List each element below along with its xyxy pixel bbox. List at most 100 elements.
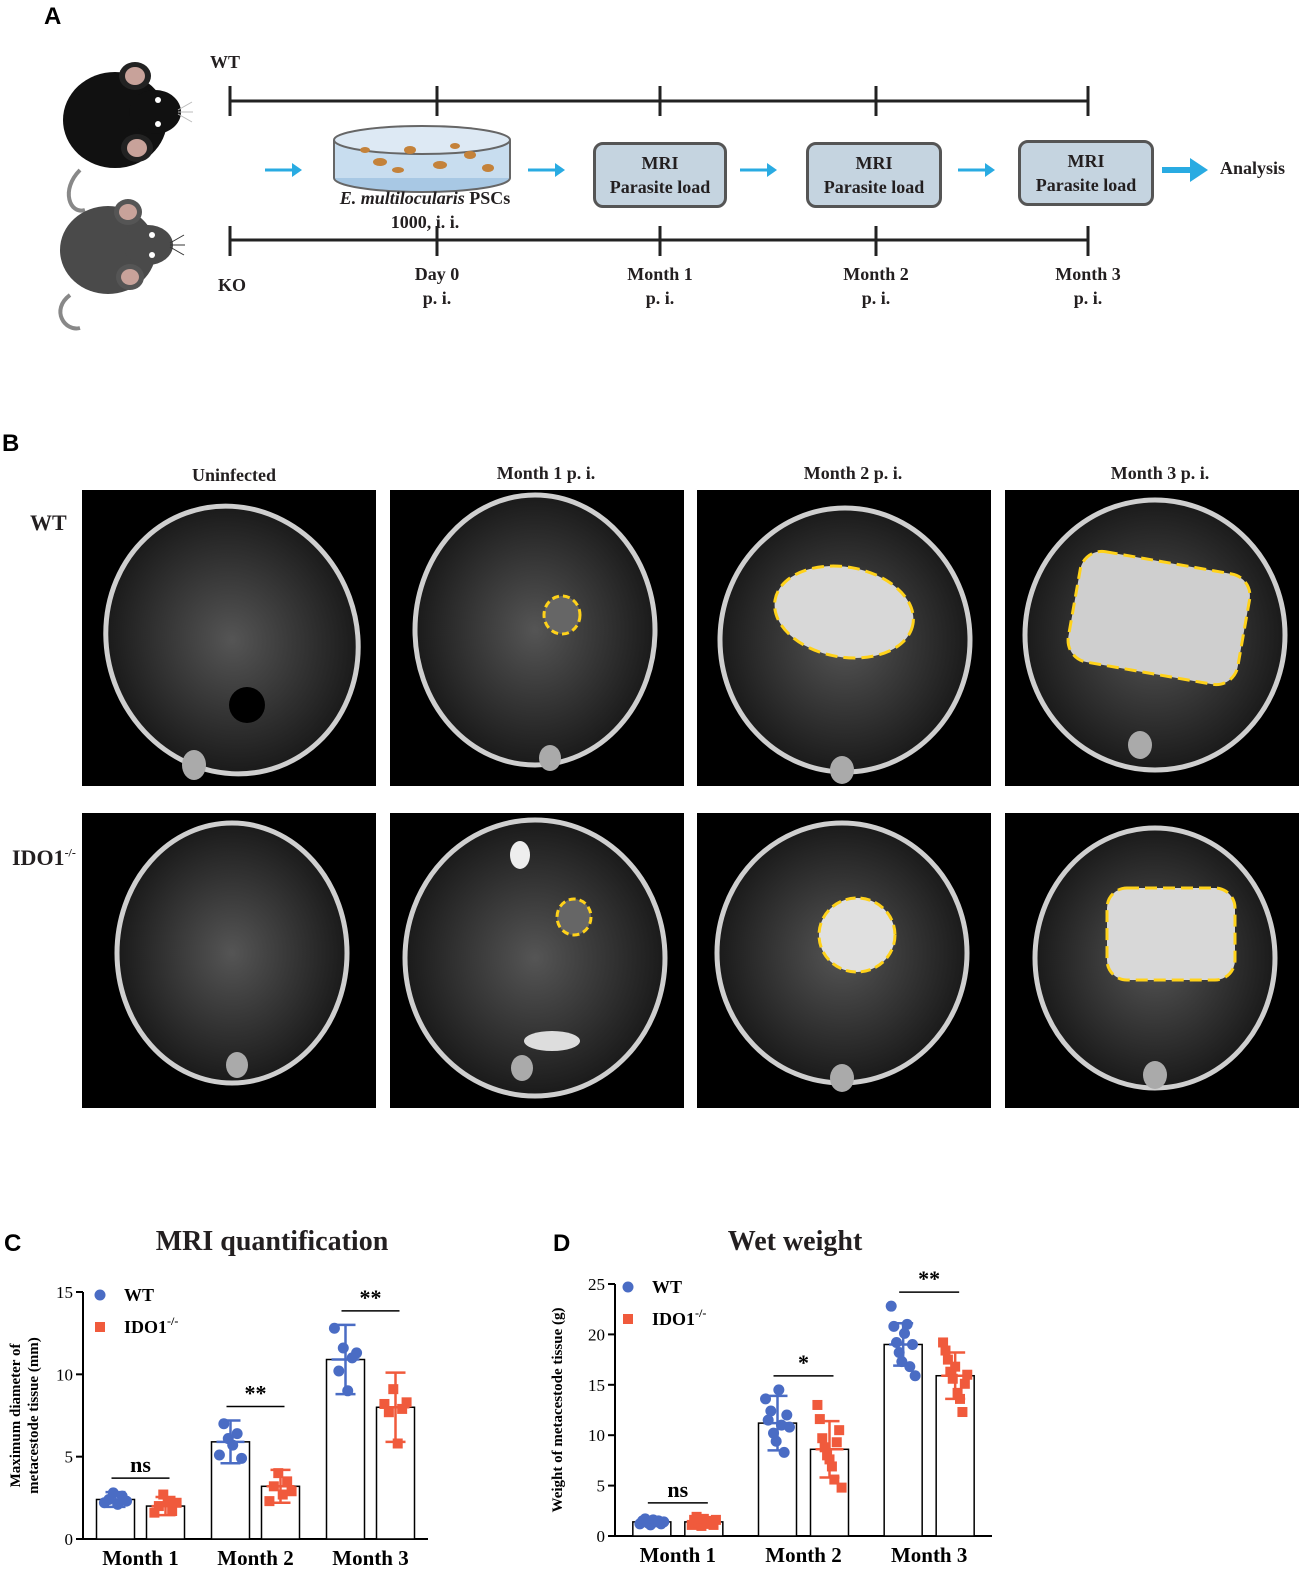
legend-marker — [623, 1314, 633, 1324]
panel-b-label: B — [2, 430, 20, 457]
data-point — [829, 1474, 840, 1485]
ko-label: KO — [218, 275, 247, 295]
mouse-icons — [58, 62, 193, 331]
infection-label: E. multilocularis PSCs — [300, 186, 550, 210]
data-point — [896, 1356, 908, 1368]
data-point — [770, 1435, 782, 1447]
data-point — [337, 1342, 349, 1354]
data-point — [121, 1495, 133, 1507]
legend-marker — [622, 1281, 634, 1293]
y-tick-label: 15 — [588, 1376, 605, 1395]
mri-wt-month1 — [390, 490, 684, 786]
infection-species: E. multilocularis — [339, 188, 465, 208]
significance-label: ns — [130, 1452, 151, 1477]
mri-ido1-uninfected — [82, 813, 376, 1108]
data-point — [812, 1399, 823, 1410]
y-tick-label: 10 — [56, 1365, 73, 1384]
row-label-wt: WT — [30, 510, 67, 535]
mri-box-month1: MRI Parasite load — [593, 142, 727, 208]
timepoint-month3: Month 3 p. i. — [1033, 262, 1143, 310]
row-label-ido1-sup: -/- — [64, 845, 76, 860]
col-title-uninfected: Uninfected — [192, 465, 276, 485]
data-point — [401, 1397, 412, 1408]
x-tick-label: Month 3 — [332, 1546, 408, 1570]
mri-box-line2: Parasite load — [1035, 175, 1137, 195]
legend-label-sup: -/- — [167, 1314, 178, 1328]
ko-mouse-icon — [58, 199, 185, 331]
data-point — [236, 1452, 248, 1464]
data-point — [826, 1461, 837, 1472]
timepoint-line2: p. i. — [1073, 288, 1103, 308]
data-point — [351, 1347, 363, 1359]
x-tick-label: Month 2 — [217, 1546, 293, 1570]
analysis-label: Analysis — [1220, 158, 1286, 178]
data-point — [778, 1446, 790, 1458]
data-point — [947, 1373, 958, 1384]
data-point — [952, 1387, 963, 1398]
mri-box-line1: MRI — [641, 153, 679, 173]
y-tick-label: 10 — [588, 1426, 605, 1445]
timepoint-line1: Month 2 — [843, 264, 909, 284]
y-tick-label: 0 — [65, 1530, 74, 1549]
x-tick-label: Month 3 — [891, 1543, 967, 1567]
y-tick-label: 25 — [588, 1275, 605, 1294]
y-axis-label-line2: metacestode tissue (mm) — [26, 1337, 42, 1494]
data-point — [379, 1398, 390, 1409]
data-point — [383, 1407, 394, 1418]
data-point — [213, 1449, 225, 1461]
data-point — [765, 1405, 777, 1417]
mri-wt-month3 — [1005, 490, 1299, 786]
data-point — [162, 1496, 173, 1507]
data-point — [158, 1489, 169, 1500]
y-tick-label: 20 — [588, 1325, 605, 1344]
mri-box-line1: MRI — [855, 153, 893, 173]
petri-dish-icon — [333, 125, 511, 193]
timepoint-line1: Day 0 — [414, 264, 460, 284]
infection-suffix: PSCs — [464, 188, 511, 208]
panel-a-label: A — [44, 3, 62, 30]
data-point — [783, 1421, 795, 1433]
data-point — [277, 1489, 288, 1500]
row-label-ido1-main: IDO1 — [12, 845, 65, 870]
mri-box-line2: Parasite load — [823, 177, 925, 197]
timepoint-day0: Day 0 p. i. — [387, 262, 487, 310]
data-point — [708, 1519, 719, 1530]
data-point — [231, 1428, 243, 1440]
legend-label: WT — [652, 1277, 682, 1297]
mri-wt-uninfected — [82, 490, 376, 786]
data-point — [940, 1345, 951, 1356]
legend-marker — [95, 1322, 105, 1332]
y-axis-label-line1: Maximum diameter of — [8, 1343, 24, 1488]
data-point — [942, 1354, 953, 1365]
x-tick-label: Month 2 — [765, 1543, 841, 1567]
legend-label: IDO1-/- — [652, 1306, 706, 1329]
significance-label: ** — [360, 1285, 382, 1310]
data-point — [167, 1506, 178, 1517]
col-title-month1: Month 1 p. i. — [496, 463, 596, 483]
data-point — [264, 1496, 275, 1507]
data-point — [909, 1370, 921, 1382]
legend-label-sup: -/- — [695, 1306, 706, 1320]
legend-marker — [94, 1289, 106, 1301]
data-point — [831, 1437, 842, 1448]
y-tick-label: 5 — [597, 1477, 606, 1496]
timepoint-line2: p. i. — [422, 288, 452, 308]
wt-label: WT — [210, 52, 241, 72]
data-point — [686, 1519, 697, 1530]
infection-dose: 1000, i. i. — [390, 212, 460, 232]
data-point — [938, 1337, 949, 1348]
wt-mouse-icon — [63, 62, 193, 213]
data-point — [945, 1366, 956, 1377]
col-title-month3: Month 3 p. i. — [1110, 463, 1210, 483]
mri-ido1-month3 — [1005, 813, 1299, 1108]
timepoint-line2: p. i. — [645, 288, 675, 308]
significance-label: ** — [245, 1380, 267, 1405]
data-point — [773, 1384, 785, 1396]
timepoint-month1: Month 1 p. i. — [605, 262, 715, 310]
data-point — [388, 1384, 399, 1395]
data-point — [814, 1414, 825, 1425]
data-point — [149, 1507, 160, 1518]
bar — [325, 1358, 366, 1540]
y-tick-label: 15 — [56, 1283, 73, 1302]
data-point — [273, 1468, 284, 1479]
